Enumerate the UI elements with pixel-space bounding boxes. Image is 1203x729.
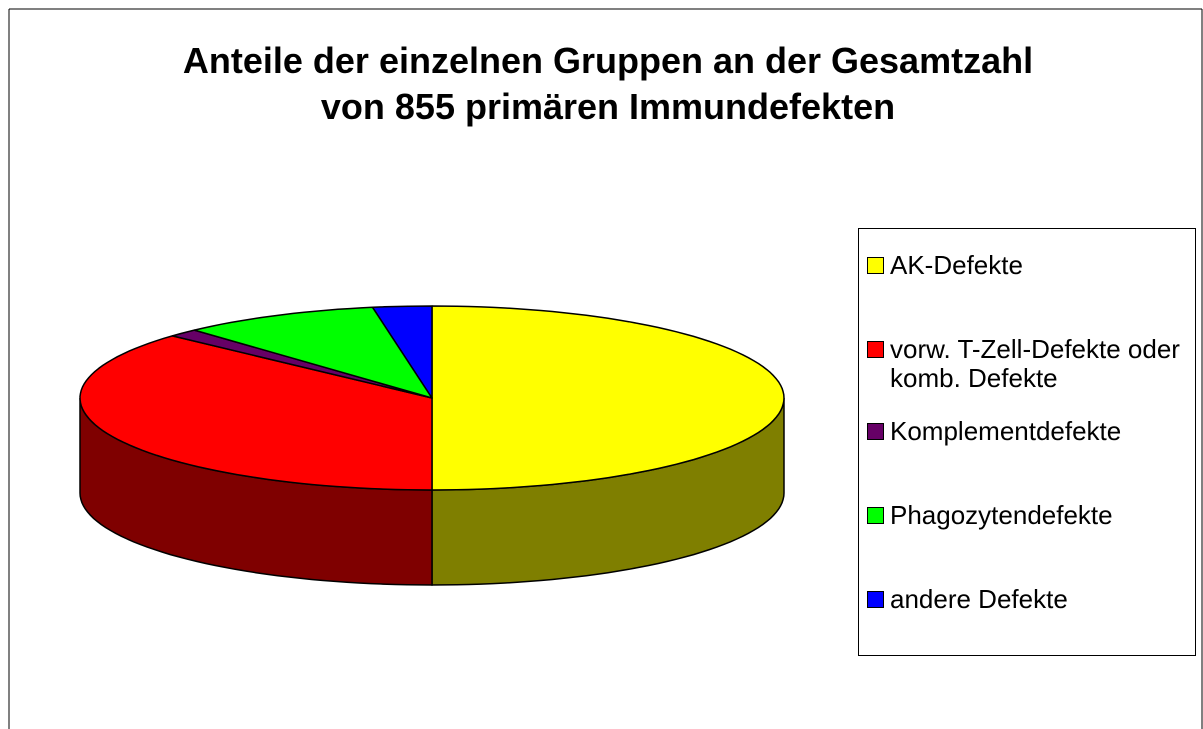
legend: AK-Defekte vorw. T-Zell-Defekte oder komb… — [858, 228, 1196, 656]
legend-swatch — [867, 423, 884, 440]
pie-slice — [431, 305, 785, 491]
legend-swatch — [867, 591, 884, 608]
chart-title: Anteile der einzelnen Gruppen an der Ges… — [182, 40, 1034, 127]
legend-swatch — [867, 507, 884, 524]
legend-label: AK-Defekte — [890, 250, 1023, 280]
legend-item: AK-Defekte — [867, 251, 1180, 280]
legend-swatch — [867, 257, 884, 274]
legend-label: Phagozytendefekte — [890, 500, 1113, 530]
legend-label: Komplementdefekte — [890, 416, 1122, 446]
legend-swatch — [867, 341, 884, 358]
pie-slice — [193, 306, 433, 399]
legend-label: vorw. T-Zell-Defekte oder komb. Defekte — [890, 334, 1180, 393]
legend-item: Komplementdefekte — [867, 417, 1180, 446]
pie-slice — [371, 305, 433, 399]
legend-label: andere Defekte — [890, 584, 1068, 614]
legend-item: Phagozytendefekte — [867, 501, 1180, 530]
legend-item: vorw. T-Zell-Defekte oder komb. Defekte — [867, 335, 1180, 393]
pie — [79, 305, 785, 586]
pie-slice — [79, 335, 433, 491]
legend-item: andere Defekte — [867, 585, 1180, 614]
